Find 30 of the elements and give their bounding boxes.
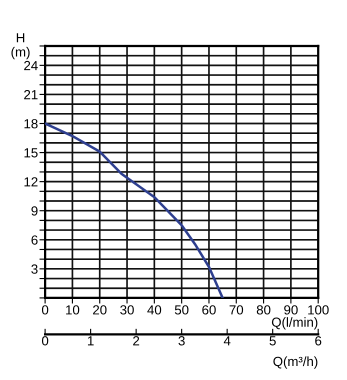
- x2-tick-label: 0: [42, 336, 48, 346]
- x-tick-label: 10: [66, 305, 80, 315]
- x2-axis-title: Q(m³/h): [273, 356, 318, 369]
- x-axis-title: Q(l/min): [272, 317, 318, 330]
- y-tick-label: 18: [24, 119, 38, 128]
- line-series: [45, 122, 224, 298]
- x-tick-label: 90: [284, 305, 298, 315]
- x-tick-label: 80: [256, 305, 270, 315]
- x-tick-label: 30: [120, 305, 134, 315]
- y-tick-label: 21: [24, 90, 38, 100]
- y-tick-label: 6: [32, 235, 38, 245]
- y-tick-label: 9: [31, 206, 38, 216]
- x2-tick-label: 3: [178, 336, 185, 346]
- x-tick-label: 100: [308, 305, 329, 315]
- x2-tick-label: 2: [133, 336, 140, 346]
- y-tick-label: 15: [24, 148, 38, 158]
- x-tick-label: 20: [93, 305, 107, 315]
- y-tick-label: 3: [31, 264, 38, 274]
- x-tick-label: 0: [42, 305, 48, 315]
- x-tick-label: 70: [230, 305, 244, 315]
- x2-tick-label: 5: [270, 336, 276, 346]
- x2-tick-label: 4: [224, 336, 230, 346]
- y-tick-label: 12: [24, 177, 38, 186]
- x2-tick-label: 1: [88, 336, 94, 346]
- x-tick-label: 50: [174, 305, 188, 315]
- y-axis-title: H (m): [11, 33, 30, 60]
- x-tick-label: 40: [147, 305, 162, 315]
- x-tick-label: 60: [202, 305, 216, 315]
- x2-tick-label: 6: [315, 336, 322, 346]
- y-tick-label: 24: [24, 60, 38, 70]
